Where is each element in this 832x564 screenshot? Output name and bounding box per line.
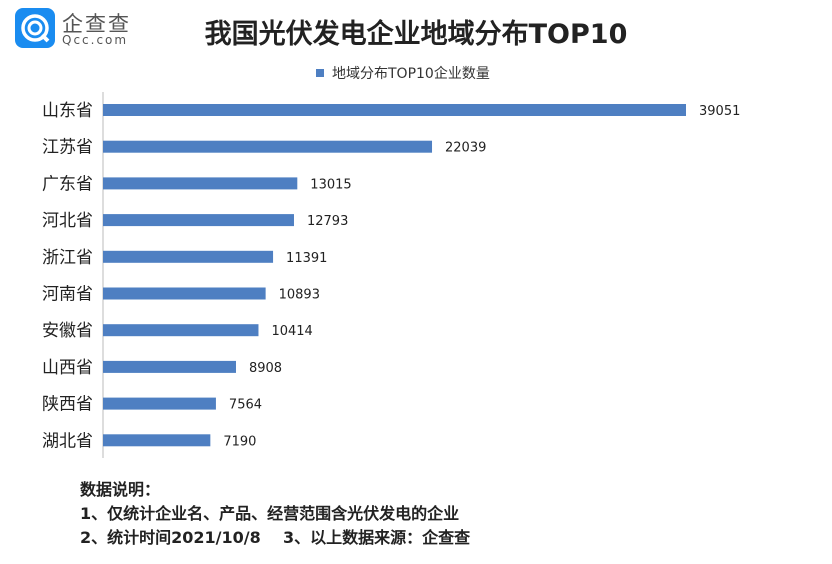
notes: 数据说明： 1、仅统计企业名、产品、经营范围含光伏发电的企业 2、统计时间202…	[80, 478, 470, 550]
legend-label: 地域分布TOP10企业数量	[332, 66, 490, 82]
category-label: 江苏省	[42, 138, 93, 158]
data-label: 10414	[271, 324, 312, 339]
bar	[103, 324, 259, 337]
data-label: 10893	[279, 288, 320, 303]
notes-line-1: 1、仅统计企业名、产品、经营范围含光伏发电的企业	[80, 504, 460, 523]
category-label: 湖北省	[42, 431, 93, 451]
category-label: 山东省	[42, 101, 93, 121]
bar	[103, 140, 433, 153]
data-label: 11391	[286, 251, 327, 266]
data-label: 13015	[310, 177, 351, 192]
legend: 地域分布TOP10企业数量	[316, 63, 490, 83]
bar	[103, 360, 236, 373]
data-label: 12793	[307, 214, 348, 229]
category-label: 山西省	[42, 358, 93, 378]
category-label: 河南省	[42, 285, 93, 305]
bar	[103, 104, 686, 116]
bar	[103, 397, 216, 410]
bar	[103, 287, 266, 300]
category-label: 浙江省	[42, 248, 93, 268]
category-label: 河北省	[42, 211, 93, 231]
bar-chart: 山东省 39051 江苏省 22039 广东省 13015 河北省 12793 浙江省 11391…	[42, 92, 740, 458]
category-label: 广东省	[42, 174, 93, 194]
data-label: 7564	[229, 398, 262, 413]
chart-title: 我国光伏发电企业地域分布TOP10	[204, 19, 628, 50]
data-label: 22039	[445, 141, 486, 156]
bar	[103, 434, 211, 447]
category-label: 安徽省	[42, 321, 93, 341]
bar	[103, 250, 274, 263]
data-label: 8908	[249, 361, 282, 376]
notes-heading: 数据说明：	[80, 480, 161, 499]
bar	[103, 177, 298, 190]
logo-name: 企查查	[62, 12, 131, 36]
data-label: 7190	[223, 434, 256, 449]
legend-swatch	[316, 69, 324, 77]
category-label: 陕西省	[42, 395, 93, 415]
bar	[103, 214, 294, 227]
qcc-logo-icon	[15, 8, 55, 48]
notes-line-2: 2、统计时间2021/10/8 3、以上数据来源：企查查	[80, 528, 471, 547]
logo-domain: Qcc.com	[62, 33, 129, 47]
data-label: 39051	[699, 104, 740, 119]
